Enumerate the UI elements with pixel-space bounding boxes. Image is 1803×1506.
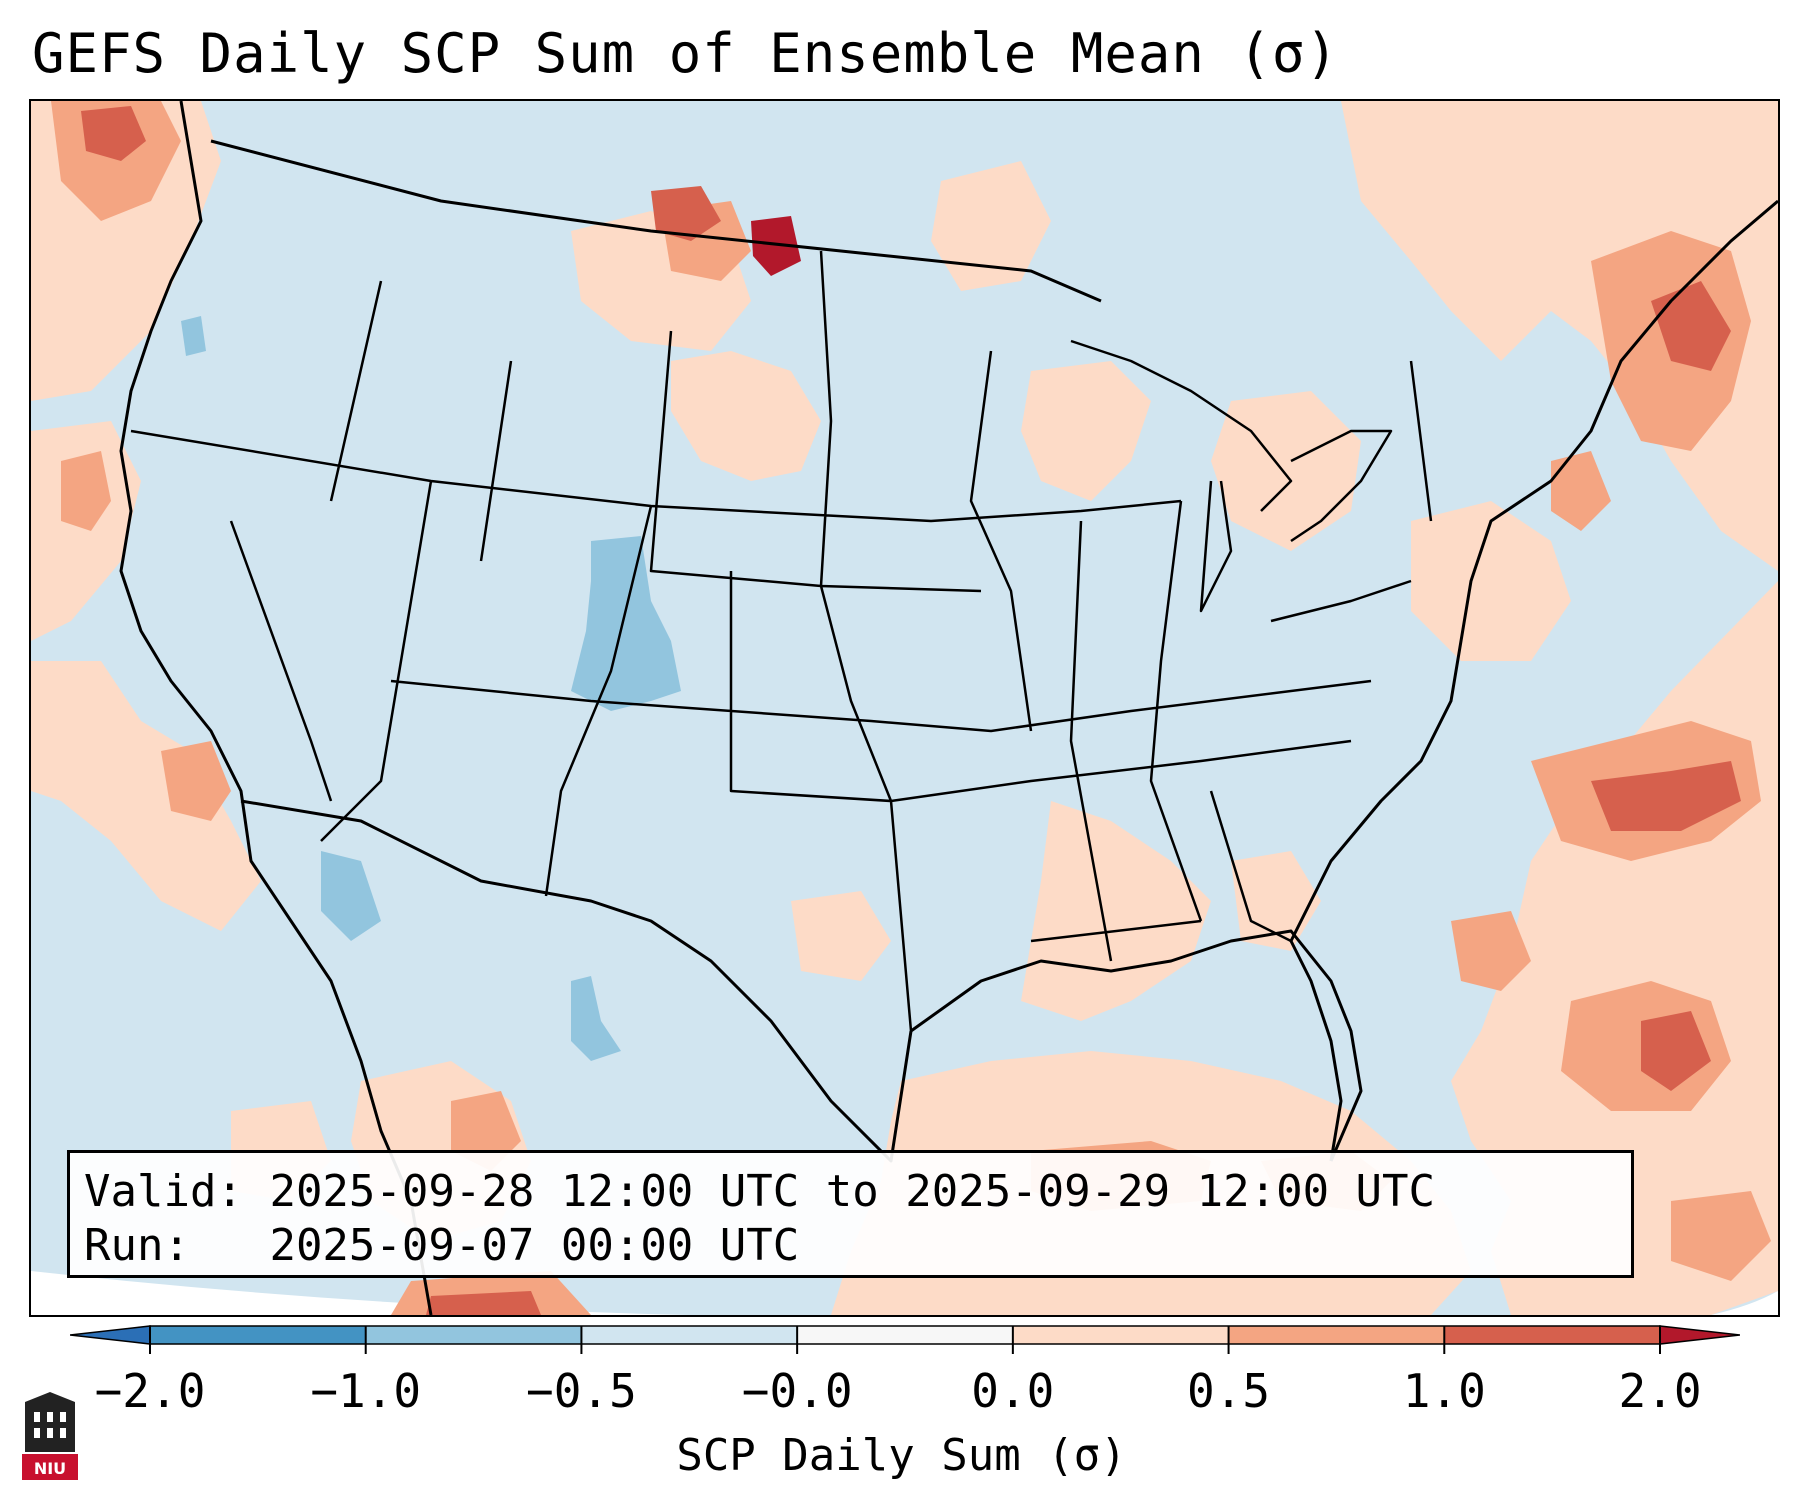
logo-text: NIU (34, 1459, 66, 1478)
colorbar-tick-label: 1.0 (1402, 1364, 1486, 1418)
logo-windows (34, 1412, 66, 1438)
coastline-east (1289, 199, 1778, 1162)
state-lines (130, 250, 1433, 1032)
logo-badge (22, 1454, 78, 1480)
niu-logo: NIU (22, 1392, 78, 1480)
colorbar-arrow-high (1659, 1325, 1740, 1345)
anomaly-1.0-2.0 (81, 106, 1741, 1315)
map-panel (29, 99, 1780, 1317)
colorbar-tick-label: −2.0 (94, 1364, 206, 1418)
scp-field-map (31, 101, 1778, 1315)
colorbar-tick-label: 0.5 (1187, 1364, 1271, 1418)
great-lakes (1070, 339, 1393, 613)
domain-corner-bottom-right (1711, 1291, 1778, 1315)
coastline-gulf (910, 929, 1363, 1162)
boundaries (119, 101, 1778, 1315)
colorbar-tick-label: −1.0 (310, 1364, 422, 1418)
colorbar-segment (1444, 1326, 1661, 1344)
colorbar (70, 1325, 1740, 1354)
coastline-west (119, 101, 433, 1315)
domain-corner-bottom-left (31, 1271, 1011, 1315)
colorbar-tick-label: 2.0 (1618, 1364, 1702, 1418)
colorbar-segment (365, 1326, 582, 1344)
colorbar-segment (1228, 1326, 1445, 1344)
colorbar-ticks (149, 1326, 1661, 1354)
run-label: Run: (84, 1220, 190, 1271)
run-value: 2025-09-07 00:00 UTC (269, 1220, 800, 1271)
colorbar-tick-label: −0.5 (526, 1364, 637, 1418)
colorbar-arrow-low (70, 1325, 151, 1345)
us-canada-border (210, 139, 1102, 303)
map-domain (31, 101, 1778, 1315)
valid-value: 2025-09-28 12:00 UTC to 2025-09-29 12:00… (269, 1166, 1436, 1217)
colorbar-tick-label: 0.0 (971, 1364, 1055, 1418)
colorbar-tick-label: −0.0 (741, 1364, 853, 1418)
validity-info-box: Valid: 2025-09-28 12:00 UTC to 2025-09-2… (67, 1150, 1634, 1278)
colorbar-segment (581, 1326, 798, 1344)
colorbar-segments (70, 1325, 1740, 1345)
colorbar-segment (1012, 1326, 1230, 1344)
map-title: GEFS Daily SCP Sum of Ensemble Mean (σ) (32, 22, 1339, 85)
colorbar-segment (150, 1326, 367, 1344)
colorbar-segment (797, 1326, 1014, 1344)
valid-line: Valid: 2025-09-28 12:00 UTC to 2025-09-2… (84, 1165, 1617, 1219)
anomaly-above-2 (751, 216, 801, 276)
run-line: Run: 2025-09-07 00:00 UTC (84, 1219, 1617, 1273)
colorbar-label: SCP Daily Sum (σ) (676, 1430, 1127, 1481)
valid-label: Valid: (84, 1166, 243, 1217)
anomaly-neg-0.5-1.0 (181, 316, 681, 1061)
us-mexico-border (240, 799, 913, 1163)
